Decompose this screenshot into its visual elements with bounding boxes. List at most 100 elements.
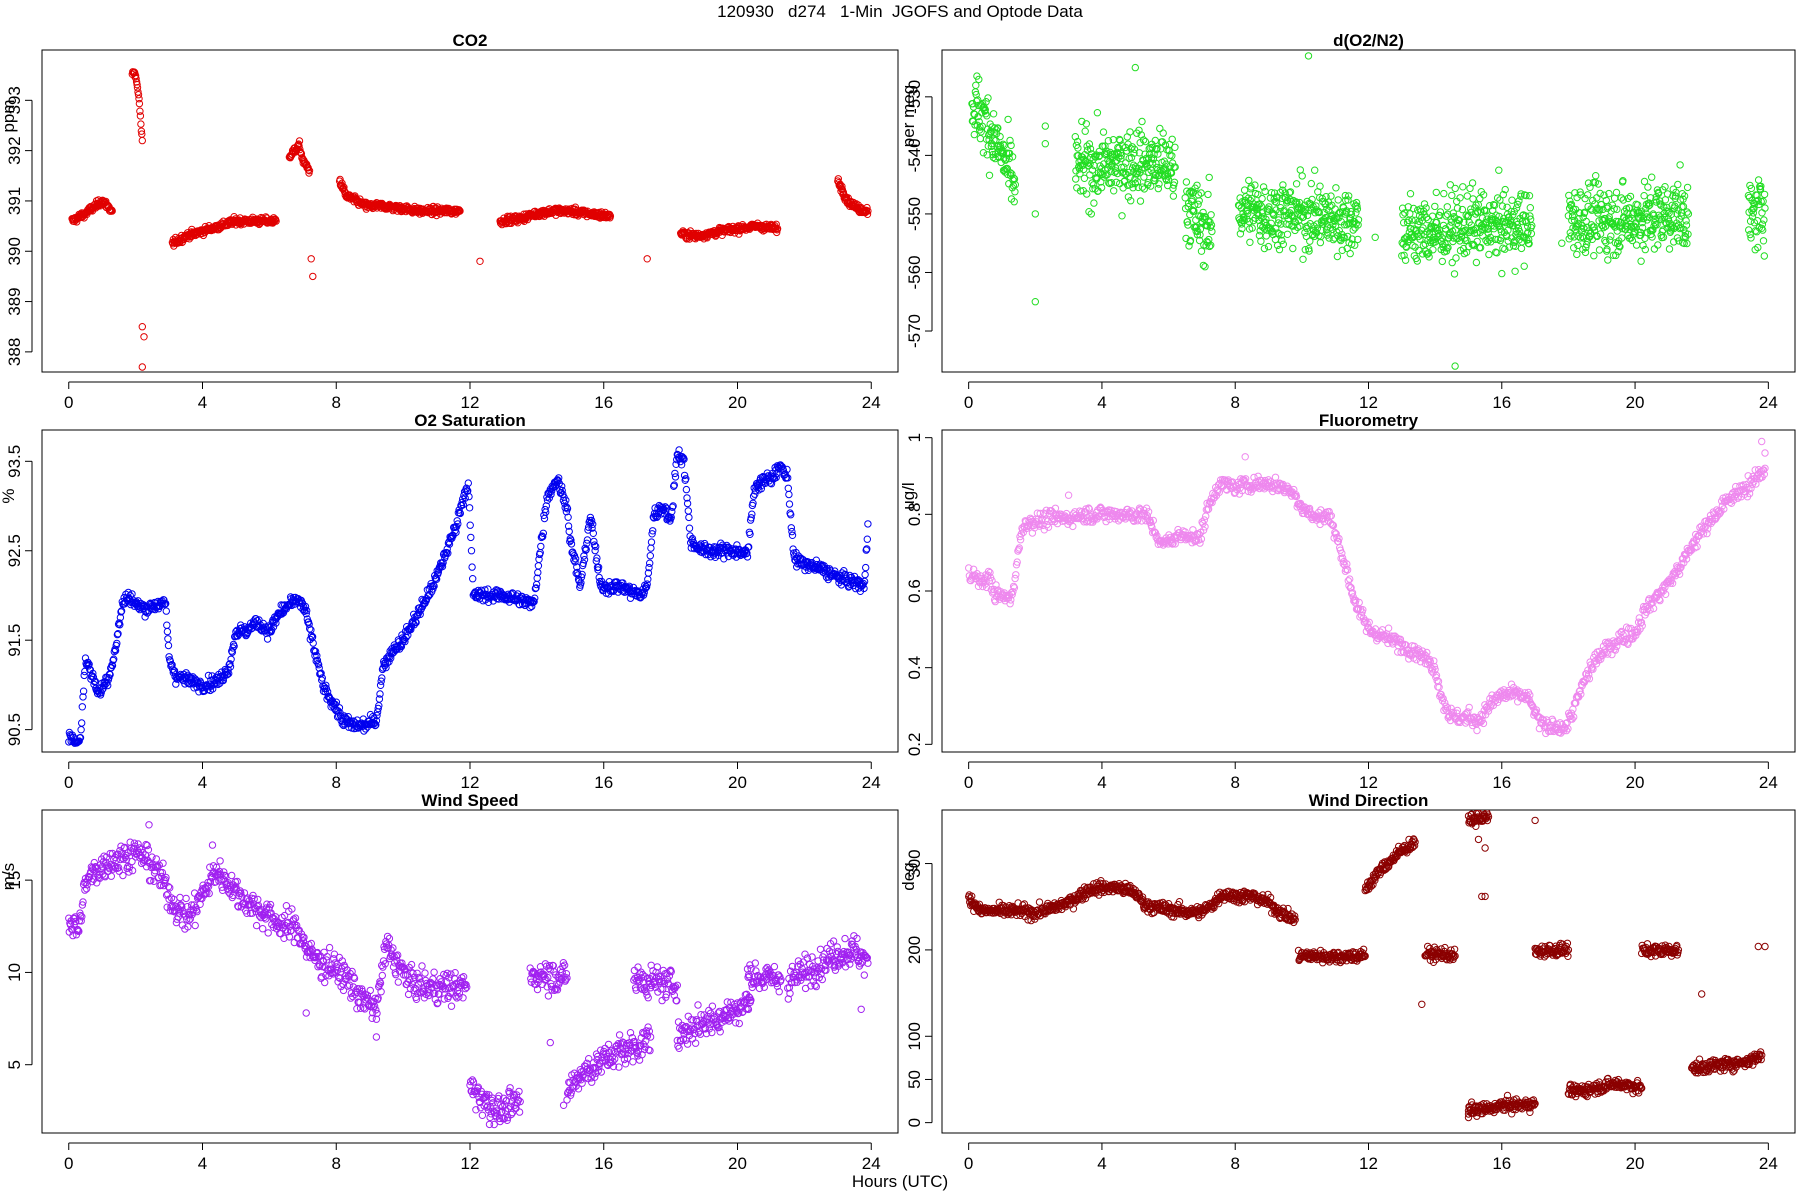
data-point bbox=[1275, 245, 1284, 254]
data-point bbox=[1650, 245, 1659, 253]
data-point bbox=[1141, 137, 1150, 146]
data-point bbox=[78, 719, 86, 727]
data-point bbox=[1683, 239, 1691, 248]
data-point bbox=[986, 568, 994, 577]
data-point bbox=[579, 559, 587, 567]
data-point bbox=[461, 494, 469, 502]
data-point bbox=[469, 575, 477, 583]
data-point bbox=[1244, 209, 1252, 218]
data-point bbox=[1671, 192, 1680, 200]
data-point bbox=[1456, 718, 1464, 727]
data-point bbox=[1648, 173, 1656, 181]
data-point bbox=[1641, 245, 1650, 254]
data-point bbox=[1265, 203, 1273, 211]
data-point bbox=[1572, 699, 1580, 707]
data-point bbox=[1091, 152, 1099, 160]
data-point bbox=[1567, 200, 1576, 209]
data-point bbox=[1159, 129, 1167, 137]
data-point bbox=[685, 513, 693, 522]
data-point bbox=[135, 95, 143, 103]
data-point bbox=[587, 516, 596, 525]
data-point bbox=[1189, 526, 1197, 534]
data-point bbox=[1118, 212, 1126, 220]
data-point bbox=[683, 494, 691, 502]
x-tick-label: 20 bbox=[1626, 773, 1645, 792]
data-point bbox=[1677, 212, 1685, 220]
data-point bbox=[305, 167, 314, 175]
data-point bbox=[668, 503, 677, 511]
data-point bbox=[1499, 190, 1508, 199]
data-point bbox=[1339, 208, 1347, 216]
data-point bbox=[1495, 166, 1503, 174]
data-point bbox=[1659, 226, 1667, 234]
data-point bbox=[1346, 249, 1354, 258]
data-point bbox=[1013, 558, 1021, 566]
data-point bbox=[1682, 217, 1690, 225]
y-axis-label: ug/l bbox=[899, 482, 918, 509]
data-point bbox=[1473, 237, 1481, 246]
panel-do2n2: d(O2/N2)0 4 8 12 16 20 24-570-560-550-540-530p… bbox=[899, 31, 1796, 412]
data-point bbox=[444, 549, 452, 557]
data-point bbox=[1584, 191, 1592, 199]
data-point bbox=[1596, 189, 1604, 198]
data-point bbox=[296, 145, 304, 154]
data-point bbox=[1331, 222, 1340, 231]
data-point bbox=[1168, 159, 1177, 167]
data-point bbox=[135, 99, 144, 108]
data-point bbox=[1311, 166, 1319, 174]
data-point bbox=[1238, 224, 1246, 233]
data-point bbox=[1440, 189, 1448, 198]
data-point bbox=[1525, 235, 1533, 244]
data-point bbox=[1349, 226, 1357, 234]
data-point bbox=[583, 539, 591, 547]
data-point bbox=[983, 112, 991, 120]
x-tick-label: 0 bbox=[964, 393, 973, 412]
data-point bbox=[1489, 201, 1498, 209]
data-point bbox=[1656, 197, 1664, 205]
y-tick-label: -550 bbox=[905, 197, 924, 231]
data-point bbox=[1296, 502, 1304, 511]
data-point bbox=[372, 717, 381, 725]
data-point bbox=[1614, 247, 1622, 256]
data-point bbox=[1443, 704, 1452, 712]
data-point bbox=[1123, 147, 1131, 155]
x-tick-label: 0 bbox=[64, 393, 73, 412]
data-point bbox=[861, 570, 869, 579]
data-point bbox=[1413, 257, 1422, 265]
data-point bbox=[79, 693, 87, 701]
data-point bbox=[1602, 196, 1611, 205]
data-point bbox=[138, 363, 147, 371]
data-point bbox=[89, 669, 97, 678]
data-point bbox=[1267, 226, 1275, 234]
data-point bbox=[1325, 234, 1333, 242]
data-point bbox=[1007, 141, 1015, 150]
data-point bbox=[1592, 232, 1601, 240]
data-points bbox=[65, 446, 872, 747]
data-point bbox=[1236, 230, 1245, 238]
data-point bbox=[1568, 715, 1576, 723]
data-point bbox=[1196, 539, 1204, 547]
data-point bbox=[1041, 122, 1050, 130]
data-point bbox=[1568, 216, 1576, 225]
data-point bbox=[531, 584, 540, 593]
data-point bbox=[1602, 238, 1610, 247]
data-point bbox=[1080, 165, 1088, 174]
data-point bbox=[1586, 183, 1594, 192]
data-point bbox=[570, 556, 578, 564]
data-point bbox=[162, 599, 170, 608]
data-point bbox=[1260, 244, 1269, 253]
data-point bbox=[1581, 208, 1589, 217]
data-point bbox=[562, 496, 570, 504]
data-point bbox=[697, 540, 705, 548]
data-point bbox=[1088, 166, 1097, 174]
data-point bbox=[1133, 178, 1142, 186]
plot-frame bbox=[41, 49, 899, 373]
data-point bbox=[1005, 154, 1013, 163]
data-point bbox=[1404, 203, 1413, 211]
data-point bbox=[166, 657, 175, 665]
data-point bbox=[1149, 516, 1158, 525]
data-point bbox=[1099, 128, 1108, 136]
data-point bbox=[1332, 184, 1340, 192]
data-point bbox=[746, 530, 754, 538]
